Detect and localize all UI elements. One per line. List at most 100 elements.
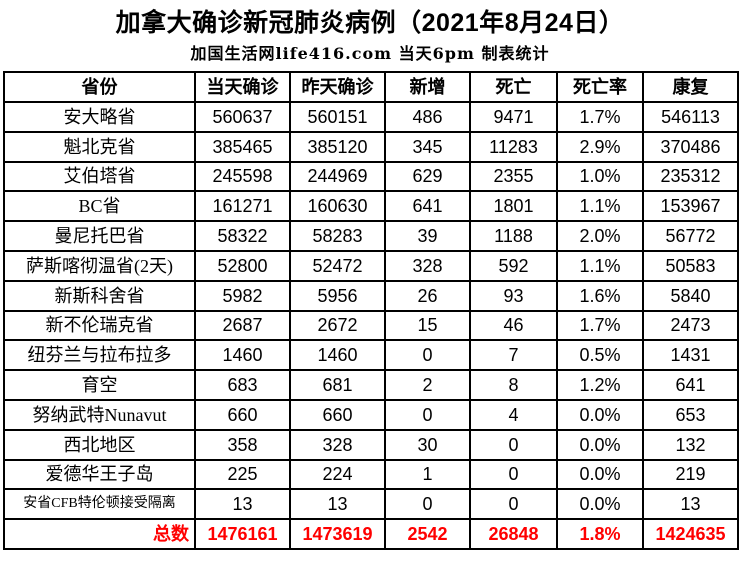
cell-province: 西北地区 bbox=[3, 428, 196, 461]
cell-today: 385465 bbox=[194, 130, 291, 163]
cell-province: 努纳武特Nunavut bbox=[3, 398, 196, 431]
covid-stats-table: 省份 当天确诊 昨天确诊 新增 死亡 死亡率 康复 安大略省 560637 56… bbox=[3, 71, 739, 550]
cell-yesterday: 560151 bbox=[289, 101, 386, 133]
cell-province: 新斯科舍省 bbox=[3, 279, 196, 312]
column-header-deaths: 死亡 bbox=[469, 71, 558, 103]
cell-province: 萨斯喀彻温省(2天) bbox=[3, 249, 196, 282]
table-row: 努纳武特Nunavut 660 660 0 4 0.0% 653 bbox=[3, 398, 739, 431]
cell-yesterday: 2672 bbox=[289, 309, 386, 342]
column-header-death-rate: 死亡率 bbox=[556, 71, 644, 103]
cell-yesterday: 1460 bbox=[289, 339, 386, 372]
cell-recovered: 153967 bbox=[642, 190, 739, 223]
cell-death-rate: 1.7% bbox=[556, 309, 644, 342]
cell-death-rate: 1.1% bbox=[556, 190, 644, 223]
column-header-recovered: 康复 bbox=[642, 71, 739, 103]
cell-recovered: 219 bbox=[642, 458, 739, 491]
cell-province: 魁北克省 bbox=[3, 130, 196, 163]
cell-death-rate: 0.5% bbox=[556, 339, 644, 372]
cell-new: 26 bbox=[384, 279, 471, 312]
cell-today: 58322 bbox=[194, 220, 291, 252]
cell-death-rate: 0.0% bbox=[556, 458, 644, 491]
cell-today: 245598 bbox=[194, 160, 291, 193]
cell-recovered: 1431 bbox=[642, 339, 739, 372]
cell-yesterday: 385120 bbox=[289, 130, 386, 163]
cell-recovered: 641 bbox=[642, 369, 739, 401]
total-deaths: 26848 bbox=[469, 518, 558, 550]
cell-province: 爱德华王子岛 bbox=[3, 458, 196, 491]
cell-province: 纽芬兰与拉布拉多 bbox=[3, 339, 196, 372]
total-new: 2542 bbox=[384, 518, 471, 550]
cell-today: 1460 bbox=[194, 339, 291, 372]
cell-deaths: 9471 bbox=[469, 101, 558, 133]
cell-new: 2 bbox=[384, 369, 471, 401]
total-recovered: 1424635 bbox=[642, 518, 739, 550]
cell-recovered: 370486 bbox=[642, 130, 739, 163]
cell-yesterday: 58283 bbox=[289, 220, 386, 252]
cell-deaths: 0 bbox=[469, 488, 558, 521]
cell-yesterday: 160630 bbox=[289, 190, 386, 223]
table-row: 曼尼托巴省 58322 58283 39 1188 2.0% 56772 bbox=[3, 220, 739, 252]
table-row: BC省 161271 160630 641 1801 1.1% 153967 bbox=[3, 190, 739, 223]
cell-yesterday: 224 bbox=[289, 458, 386, 491]
table-row: 艾伯塔省 245598 244969 629 2355 1.0% 235312 bbox=[3, 160, 739, 193]
cell-today: 5982 bbox=[194, 279, 291, 312]
table-row: 安省CFB特伦顿接受隔离 13 13 0 0 0.0% 13 bbox=[3, 488, 739, 521]
cell-recovered: 5840 bbox=[642, 279, 739, 312]
total-label: 总数 bbox=[3, 518, 196, 550]
cell-today: 2687 bbox=[194, 309, 291, 342]
total-yesterday: 1473619 bbox=[289, 518, 386, 550]
cell-death-rate: 1.1% bbox=[556, 249, 644, 282]
column-header-province: 省份 bbox=[3, 71, 196, 103]
cell-recovered: 653 bbox=[642, 398, 739, 431]
cell-today: 560637 bbox=[194, 101, 291, 133]
table-row: 安大略省 560637 560151 486 9471 1.7% 546113 bbox=[3, 101, 739, 133]
cell-yesterday: 660 bbox=[289, 398, 386, 431]
cell-province: 新不伦瑞克省 bbox=[3, 309, 196, 342]
cell-province: 安大略省 bbox=[3, 101, 196, 133]
cell-recovered: 546113 bbox=[642, 101, 739, 133]
cell-new: 629 bbox=[384, 160, 471, 193]
cell-deaths: 1188 bbox=[469, 220, 558, 252]
cell-death-rate: 2.0% bbox=[556, 220, 644, 252]
cell-today: 52800 bbox=[194, 249, 291, 282]
column-header-yesterday: 昨天确诊 bbox=[289, 71, 386, 103]
cell-today: 683 bbox=[194, 369, 291, 401]
cell-death-rate: 0.0% bbox=[556, 488, 644, 521]
column-header-today: 当天确诊 bbox=[194, 71, 291, 103]
cell-province: 曼尼托巴省 bbox=[3, 220, 196, 252]
cell-new: 345 bbox=[384, 130, 471, 163]
cell-deaths: 4 bbox=[469, 398, 558, 431]
cell-province: 艾伯塔省 bbox=[3, 160, 196, 193]
cell-new: 15 bbox=[384, 309, 471, 342]
table-row: 西北地区 358 328 30 0 0.0% 132 bbox=[3, 428, 739, 461]
cell-deaths: 46 bbox=[469, 309, 558, 342]
cell-new: 1 bbox=[384, 458, 471, 491]
cell-province: 育空 bbox=[3, 369, 196, 401]
cell-death-rate: 1.2% bbox=[556, 369, 644, 401]
cell-deaths: 93 bbox=[469, 279, 558, 312]
header-row: 省份 当天确诊 昨天确诊 新增 死亡 死亡率 康复 bbox=[3, 71, 739, 103]
cell-recovered: 235312 bbox=[642, 160, 739, 193]
cell-new: 39 bbox=[384, 220, 471, 252]
total-row: 总数 1476161 1473619 2542 26848 1.8% 14246… bbox=[3, 518, 739, 550]
page-subtitle: 加国生活网life416.com 当天6pm 制表统计 bbox=[190, 44, 550, 63]
cell-today: 660 bbox=[194, 398, 291, 431]
table-row: 魁北克省 385465 385120 345 11283 2.9% 370486 bbox=[3, 130, 739, 163]
cell-death-rate: 0.0% bbox=[556, 428, 644, 461]
cell-today: 13 bbox=[194, 488, 291, 521]
cell-new: 0 bbox=[384, 398, 471, 431]
table-row: 育空 683 681 2 8 1.2% 641 bbox=[3, 369, 739, 401]
cell-yesterday: 244969 bbox=[289, 160, 386, 193]
cell-yesterday: 328 bbox=[289, 428, 386, 461]
cell-new: 328 bbox=[384, 249, 471, 282]
cell-yesterday: 13 bbox=[289, 488, 386, 521]
cell-death-rate: 2.9% bbox=[556, 130, 644, 163]
total-death-rate: 1.8% bbox=[556, 518, 644, 550]
cell-new: 486 bbox=[384, 101, 471, 133]
cell-new: 0 bbox=[384, 339, 471, 372]
cell-new: 0 bbox=[384, 488, 471, 521]
cell-death-rate: 0.0% bbox=[556, 398, 644, 431]
cell-deaths: 0 bbox=[469, 428, 558, 461]
cell-death-rate: 1.0% bbox=[556, 160, 644, 193]
